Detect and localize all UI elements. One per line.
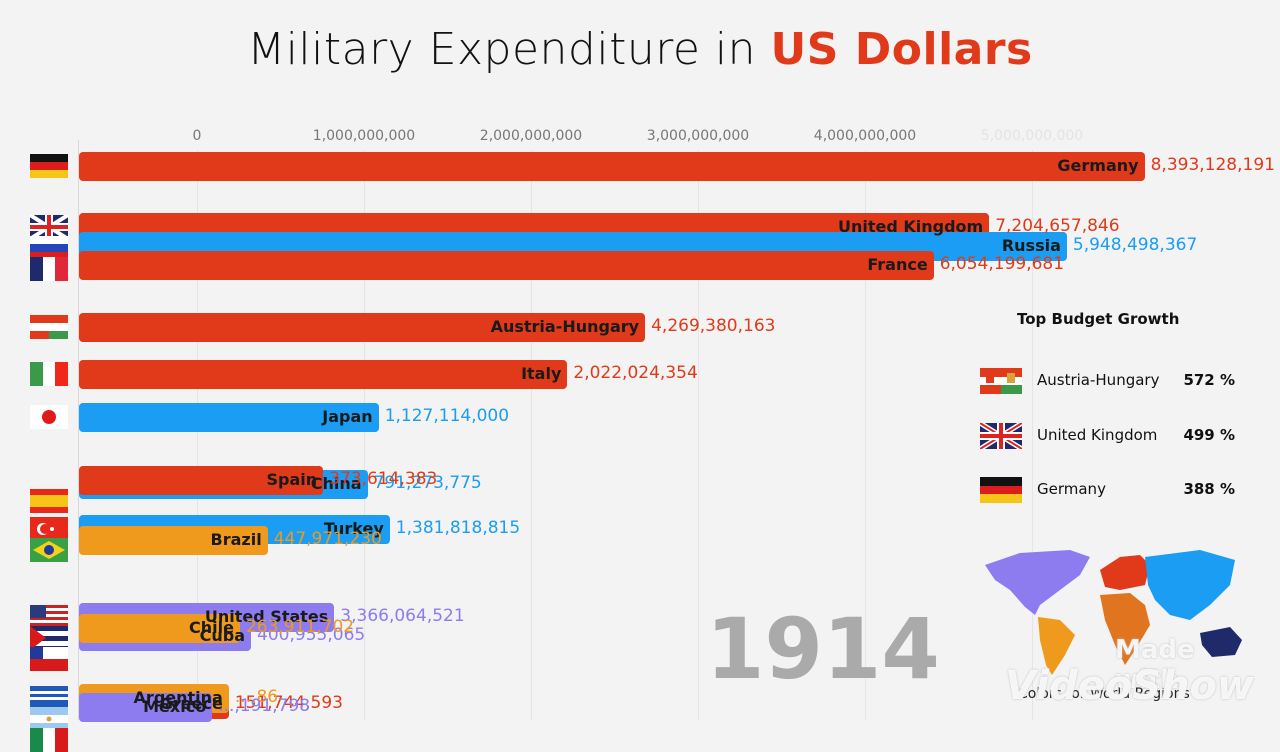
growth-pct: 388 % — [1183, 480, 1235, 498]
france-flag-icon — [30, 257, 68, 281]
spain-flag-icon — [30, 489, 68, 513]
world-regions-map — [985, 550, 1242, 675]
bar-italy — [79, 360, 568, 389]
top-budget-growth-panel: Top Budget Growth Austria-Hungary 572 % … — [975, 310, 1245, 503]
map-asia — [1145, 550, 1235, 620]
bar-japan — [79, 403, 379, 432]
gridline — [698, 150, 699, 720]
bar-value-label: 2,022,024,354 — [573, 363, 698, 383]
bar-label: Germany — [1057, 156, 1139, 175]
russia-flag-icon — [30, 236, 68, 260]
bar-france — [79, 251, 934, 280]
bar-austria-hungary — [79, 313, 646, 342]
map-caption: Colors for World Regions — [1018, 686, 1190, 702]
bar-label: Cuba — [199, 626, 246, 645]
gridline — [531, 150, 532, 720]
turkey-flag-icon — [30, 517, 68, 541]
brazil-flag-icon — [30, 538, 68, 562]
bar-value-label: ...,86 — [234, 687, 279, 707]
bar-value-label: 6,054,199,681 — [939, 254, 1065, 274]
x-tick-label: 0 — [192, 128, 202, 144]
bar-label: Argentina — [133, 688, 223, 707]
bar-label: Russia — [1001, 236, 1061, 255]
bar-label: Brazil — [210, 530, 262, 550]
bar-value-label: 263,911,702 — [245, 617, 355, 638]
gridline — [1032, 150, 1033, 720]
map-europe — [1100, 555, 1150, 590]
growth-title: Top Budget Growth — [1017, 310, 1180, 328]
austria-hungary-flag-icon — [980, 368, 1022, 394]
bar-label: United States — [204, 607, 329, 626]
growth-pct: 499 % — [1183, 426, 1235, 444]
bar-value-label: ...,191,798 — [218, 695, 311, 716]
cuba-flag-icon — [30, 626, 68, 650]
bar-value-label: 1,381,818,815 — [395, 518, 521, 538]
bars-area: Germany 8,393,128,191 United Kingdom 7,204,… — [79, 152, 1275, 722]
x-tick-label: 2,000,000,000 — [479, 128, 583, 144]
bar-spain — [79, 466, 324, 495]
bar-value-label: 791,273,775 — [373, 472, 482, 493]
bar-value-label: 151,744,593 — [234, 692, 343, 713]
map-south-america — [1038, 617, 1075, 675]
x-axis: 0 1,000,000,000 2,000,000,000 3,000,000,000… — [0, 128, 1280, 148]
mexico-flag-icon — [30, 728, 68, 752]
uk-flag-icon — [980, 423, 1022, 449]
usa-flag-icon — [30, 605, 68, 629]
growth-pct: 572 % — [1183, 371, 1235, 389]
chart-title: Military Expenditure in US Dollars — [0, 24, 1280, 75]
map-oceania — [1200, 627, 1242, 657]
title-accent: US Dollars — [770, 24, 1033, 75]
gridline — [865, 150, 866, 720]
growth-name: Germany — [1037, 480, 1106, 498]
x-tick-label: 4,000,000,000 — [813, 128, 917, 144]
bar-mexico — [79, 692, 213, 722]
bar-value-label: 447,971,230 — [273, 529, 382, 550]
bar-label: Italy — [521, 364, 562, 383]
axis-baseline — [78, 140, 79, 720]
year-label: 1914 — [706, 600, 940, 698]
bar-label: Spain — [266, 470, 318, 489]
chile-flag-icon — [30, 647, 68, 671]
bar-value-label: 8,393,128,191 — [1150, 155, 1275, 175]
title-main: Military Expenditure in — [247, 24, 757, 75]
growth-name: United Kingdom — [1037, 426, 1158, 444]
bar-label: France — [867, 255, 928, 274]
bar-label: Japan — [322, 407, 373, 426]
x-tick-label: 5,000,000,000 — [980, 128, 1084, 144]
bar-germany — [79, 152, 1145, 181]
bar-chile — [79, 614, 240, 644]
bar-label: United Kingdom — [837, 217, 984, 236]
bar-label: Greece — [159, 693, 223, 713]
bar-label: Turkey — [323, 519, 384, 538]
germany-flag-icon — [30, 154, 68, 178]
growth-name: Austria-Hungary — [1037, 371, 1160, 389]
map-africa — [1100, 593, 1150, 665]
growth-row: Germany 388 % — [980, 477, 1245, 503]
x-tick-label: 1,000,000,000 — [312, 128, 416, 144]
bar-value-label: 4,269,380,163 — [651, 316, 776, 336]
growth-row: Austria-Hungary 572 % — [980, 368, 1245, 394]
japan-flag-icon — [30, 405, 68, 429]
italy-flag-icon — [30, 362, 68, 386]
x-tick-label: 3,000,000,000 — [646, 128, 750, 144]
bar-value-label: 373,614,383 — [329, 469, 438, 489]
bar-value-label: 7,204,657,846 — [995, 216, 1120, 236]
growth-row: United Kingdom 499 % — [980, 423, 1245, 449]
bar-value-label: 3,366,064,521 — [340, 606, 465, 626]
bar-value-label: 5,948,498,367 — [1072, 235, 1198, 255]
map-north-america — [985, 550, 1090, 615]
austria-hungary-flag-icon — [30, 315, 68, 339]
bar-value-label: 1,127,114,000 — [384, 406, 510, 426]
bar-label: Austria-Hungary — [490, 317, 640, 336]
germany-flag-icon — [980, 477, 1022, 503]
bar-label: Mexico — [143, 696, 207, 716]
bar-value-label: 400,955,065 — [257, 625, 366, 645]
gridline — [364, 150, 365, 720]
bar-brazil — [79, 526, 268, 556]
gridline — [197, 150, 198, 720]
bar-label: Chile — [188, 618, 234, 638]
greece-flag-icon — [30, 686, 68, 710]
bar-label: China — [310, 473, 362, 493]
